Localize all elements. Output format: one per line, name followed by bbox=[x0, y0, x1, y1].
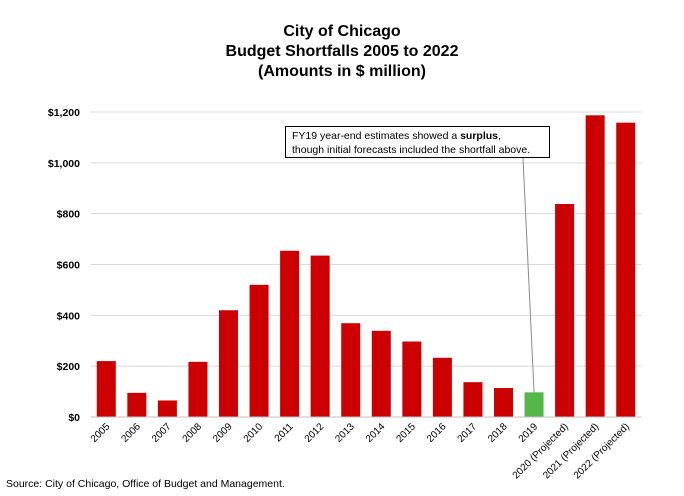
bar-2021-projected bbox=[585, 115, 605, 417]
bar-2005 bbox=[96, 361, 116, 417]
x-tick-label: 2011 bbox=[273, 421, 296, 444]
bar-2008 bbox=[188, 361, 208, 417]
x-tick-label: 2017 bbox=[456, 421, 480, 445]
x-tick-label: 2022 (Projected) bbox=[572, 421, 632, 481]
x-tick-label: 2019 bbox=[517, 421, 541, 445]
chart-title-line-1: City of Chicago bbox=[283, 23, 401, 40]
bar-2018 bbox=[494, 388, 513, 417]
x-tick-label: 2021 (Projected) bbox=[541, 421, 601, 481]
bar-2020-projected bbox=[555, 204, 575, 417]
x-tick-label: 2006 bbox=[119, 421, 143, 445]
bars bbox=[96, 115, 636, 418]
bar-2017 bbox=[463, 382, 483, 417]
x-tick-label: 2010 bbox=[242, 421, 266, 445]
x-tick-label: 2014 bbox=[364, 421, 388, 445]
x-tick-labels: 2005 2006 2007 2008 2009 2010 2011 2012 2013 2014… bbox=[89, 421, 632, 481]
chart-title-line-2: Budget Shortfalls 2005 to 2022 bbox=[225, 43, 459, 60]
y-tick-label: $1,000 bbox=[48, 158, 80, 170]
bar-2022-projected bbox=[616, 122, 636, 418]
x-tick-label: 2007 bbox=[150, 421, 174, 445]
y-tick-label: $600 bbox=[57, 260, 81, 272]
x-tick-label: 2018 bbox=[486, 421, 510, 445]
bar-2015 bbox=[402, 341, 422, 417]
source-note: Source: City of Chicago, Office of Budge… bbox=[6, 478, 285, 490]
x-tick-label: 2020 (Projected) bbox=[511, 421, 571, 481]
bar-2010 bbox=[249, 284, 269, 417]
bar-2019 bbox=[524, 392, 544, 417]
chart-title-line-3: (Amounts in $ million) bbox=[258, 63, 426, 80]
y-tick-label: $200 bbox=[57, 361, 81, 373]
bar-2016 bbox=[432, 357, 452, 417]
annotation-bold-word: surplus bbox=[460, 130, 499, 142]
y-tick-label: $400 bbox=[57, 310, 81, 322]
bar-2014 bbox=[371, 330, 391, 417]
y-tick-label: $0 bbox=[68, 412, 80, 424]
x-tick-label: 2015 bbox=[394, 421, 418, 445]
annotation-leader-line bbox=[522, 157, 535, 393]
annotation-line-2: though initial forecasts included the sh… bbox=[292, 144, 531, 156]
x-tick-label: 2005 bbox=[89, 421, 113, 445]
y-tick-label: $800 bbox=[57, 209, 81, 221]
grid-lines bbox=[91, 111, 641, 367]
chart-title: City of Chicago Budget Shortfalls 2005 t… bbox=[0, 22, 684, 82]
annotation-line-1: FY19 year-end estimates showed a surplus… bbox=[292, 129, 549, 143]
y-tick-label: $1,200 bbox=[48, 107, 80, 119]
x-tick-label: 2013 bbox=[333, 421, 357, 445]
bar-2011 bbox=[280, 250, 300, 417]
x-tick-label: 2009 bbox=[211, 421, 235, 445]
x-tick-label: 2016 bbox=[425, 421, 449, 445]
bar-2007 bbox=[157, 400, 177, 417]
bar-2009 bbox=[219, 310, 238, 417]
y-tick-labels: $0 $200 $400 $600 $800 $1,000 $1,200 bbox=[48, 107, 80, 424]
annotation-box: FY19 year-end estimates showed a surplus… bbox=[285, 126, 550, 158]
bar-2013 bbox=[341, 323, 361, 417]
annotation-text-before: FY19 year-end estimates showed a bbox=[292, 130, 461, 142]
x-tick-label: 2008 bbox=[181, 421, 205, 445]
x-tick-label: 2012 bbox=[303, 421, 327, 445]
annotation-text-after: , bbox=[498, 130, 501, 142]
bar-2006 bbox=[127, 392, 147, 417]
bar-2012 bbox=[310, 255, 330, 417]
